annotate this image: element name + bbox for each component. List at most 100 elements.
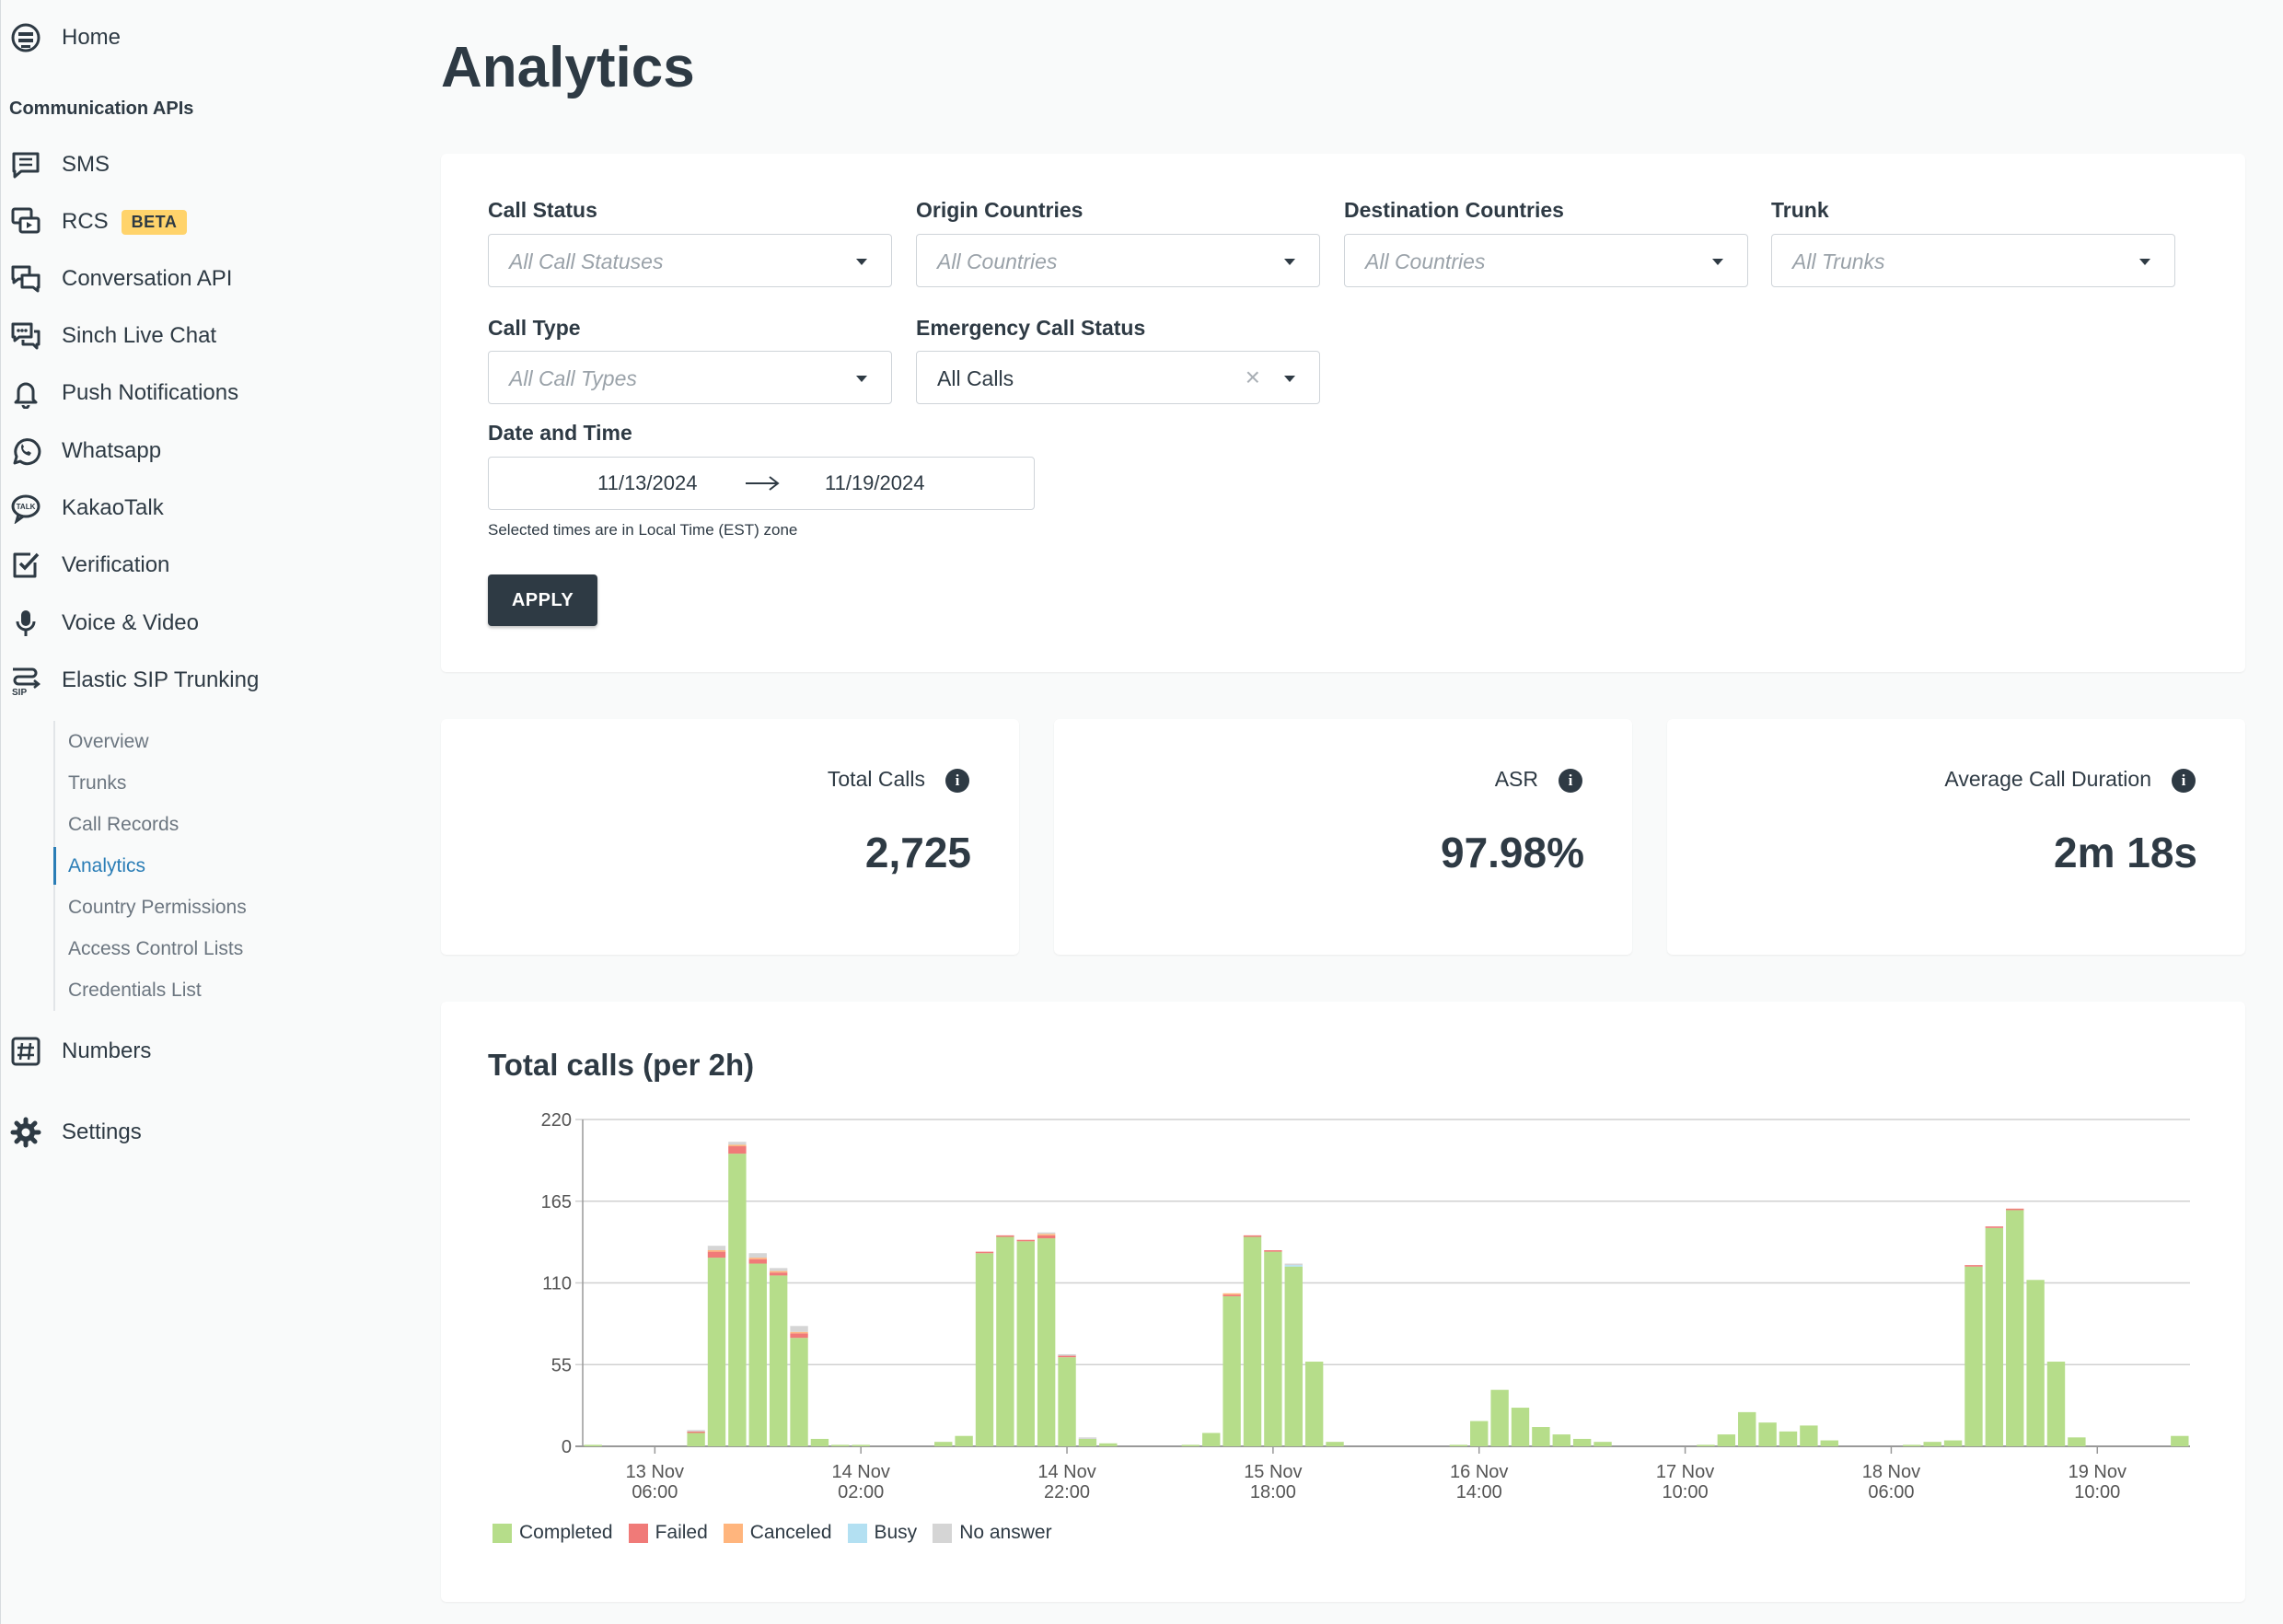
info-icon[interactable]: i: [945, 769, 969, 793]
call-type-select[interactable]: All Call Types: [488, 351, 892, 404]
beta-badge: BETA: [121, 209, 188, 235]
bar-segment: [748, 1253, 767, 1259]
bar-segment: [955, 1435, 973, 1446]
checkbox-icon: [8, 548, 43, 583]
message-icon: [8, 147, 43, 182]
stat-value: 2m 18s: [2053, 829, 2197, 876]
kakaotalk-icon: TALK: [8, 491, 43, 526]
bar-segment: [934, 1442, 953, 1446]
y-tick-label: 55: [551, 1355, 572, 1375]
emergency-call-status-label: Emergency Call Status: [916, 316, 1146, 340]
date-range-picker[interactable]: 11/13/2024 11/19/2024: [488, 457, 1035, 510]
sidebar-item-voice-video[interactable]: Voice & Video: [8, 599, 199, 647]
bar-segment: [1964, 1266, 1983, 1446]
bar-segment: [1758, 1422, 1777, 1446]
end-date[interactable]: 11/19/2024: [825, 471, 925, 494]
sidebar-item-elastic-sip-trunking[interactable]: SIP Elastic SIP Trunking: [8, 656, 259, 704]
bar-segment: [1264, 1250, 1282, 1252]
subnav-item-trunks[interactable]: Trunks: [68, 771, 127, 794]
legend-item-completed[interactable]: Completed: [493, 1522, 613, 1544]
hash-icon: [8, 1034, 43, 1069]
sidebar-item-settings[interactable]: Settings: [8, 1108, 142, 1156]
bar-segment: [1223, 1293, 1241, 1295]
bar-segment: [1697, 1444, 1715, 1446]
clear-icon[interactable]: ×: [1245, 363, 1260, 391]
legend-label: No answer: [959, 1522, 1052, 1543]
bar-segment: [1181, 1444, 1200, 1446]
bar-segment: [728, 1144, 747, 1147]
subnav-item-overview[interactable]: Overview: [68, 730, 149, 752]
legend-item-failed[interactable]: Failed: [628, 1522, 708, 1544]
sidebar-item-sms[interactable]: SMS: [8, 141, 110, 189]
legend-item-busy[interactable]: Busy: [847, 1522, 917, 1544]
legend-label: Failed: [655, 1522, 708, 1543]
destination-countries-select[interactable]: All Countries: [1344, 234, 1748, 287]
apply-button[interactable]: APPLY: [488, 574, 597, 626]
chart-legend: Completed Failed Canceled Busy No answer: [493, 1522, 1068, 1544]
arrow-right-icon: [744, 470, 781, 502]
sidebar-item-verification[interactable]: Verification: [8, 541, 169, 589]
gear-icon: [8, 1115, 43, 1150]
y-tick-label: 220: [541, 1110, 572, 1131]
bar-segment: [1243, 1236, 1262, 1446]
stat-card-asr: ASR i 97.98%: [1054, 719, 1632, 955]
subnav-item-analytics[interactable]: Analytics: [53, 845, 331, 887]
bar-segment: [769, 1270, 788, 1273]
sidebar-item-live-chat[interactable]: Sinch Live Chat: [8, 312, 216, 360]
call-type-label: Call Type: [488, 316, 581, 340]
bar-segment: [1943, 1440, 1963, 1446]
info-icon[interactable]: i: [1559, 769, 1582, 793]
legend-item-canceled[interactable]: Canceled: [723, 1522, 832, 1544]
bar-segment: [769, 1268, 788, 1271]
call-status-select[interactable]: All Call Statuses: [488, 234, 892, 287]
sidebar-item-conversation-api[interactable]: Conversation API: [8, 255, 232, 303]
legend-label: Canceled: [749, 1522, 832, 1543]
emergency-call-status-select[interactable]: All Calls ×: [916, 351, 1320, 404]
sidebar-item-label: Numbers: [62, 1038, 152, 1063]
chart-card: Total calls (per 2h) 0 55 110 165 220 13 Nov 0…: [441, 1002, 2245, 1602]
stat-value: 97.98%: [1440, 829, 1584, 876]
bar-segment: [687, 1430, 705, 1432]
chart-title: Total calls (per 2h): [488, 1048, 755, 1082]
bar-segment: [1985, 1227, 2004, 1446]
call-type-placeholder: All Call Types: [509, 366, 637, 390]
bar-segment: [1284, 1265, 1303, 1267]
bar-segment: [1470, 1421, 1489, 1446]
bar-segment: [1202, 1433, 1221, 1446]
bar-segment: [1016, 1241, 1035, 1446]
sidebar-item-label: Voice & Video: [62, 610, 200, 635]
bar-segment: [1223, 1296, 1241, 1446]
bar-segment: [707, 1250, 726, 1252]
subnav-item-credentials-list[interactable]: Credentials List: [68, 979, 202, 1001]
start-date[interactable]: 11/13/2024: [597, 471, 698, 494]
sidebar-item-kakaotalk[interactable]: TALK KakaoTalk: [8, 484, 164, 532]
stat-value: 2,725: [864, 829, 971, 876]
home-icon: [8, 20, 43, 55]
subnav-item-call-records[interactable]: Call Records: [68, 813, 180, 835]
page-title: Analytics: [441, 36, 695, 99]
bar-segment: [790, 1326, 808, 1332]
bar-segment: [769, 1272, 788, 1276]
legend-swatch: [493, 1523, 512, 1543]
sidebar-item-rcs[interactable]: RCS BETA: [8, 198, 188, 246]
info-icon[interactable]: i: [2172, 769, 2196, 793]
x-tick-label: 10:00: [2074, 1482, 2120, 1502]
bar-segment: [687, 1431, 705, 1433]
call-status-label: Call Status: [488, 198, 597, 222]
bar-segment: [1449, 1444, 1468, 1446]
subnav-item-access-control-lists[interactable]: Access Control Lists: [68, 937, 244, 959]
sidebar-item-label: Elastic SIP Trunking: [62, 667, 260, 692]
sidebar-item-label: Conversation API: [62, 266, 233, 291]
bar-segment: [2171, 1435, 2189, 1446]
trunk-select[interactable]: All Trunks: [1771, 234, 2175, 287]
subnav-item-country-permissions[interactable]: Country Permissions: [68, 896, 247, 918]
sidebar-item-push-notifications[interactable]: Push Notifications: [8, 369, 238, 417]
rcs-chat-icon: [8, 204, 43, 239]
bar-segment: [1779, 1431, 1798, 1446]
sidebar-item-numbers[interactable]: Numbers: [8, 1027, 151, 1075]
legend-item-no-answer[interactable]: No answer: [933, 1522, 1052, 1544]
bar-segment: [996, 1235, 1014, 1237]
sidebar-item-whatsapp[interactable]: Whatsapp: [8, 427, 161, 475]
sidebar-item-home[interactable]: Home: [8, 14, 121, 62]
origin-countries-select[interactable]: All Countries: [916, 234, 1320, 287]
